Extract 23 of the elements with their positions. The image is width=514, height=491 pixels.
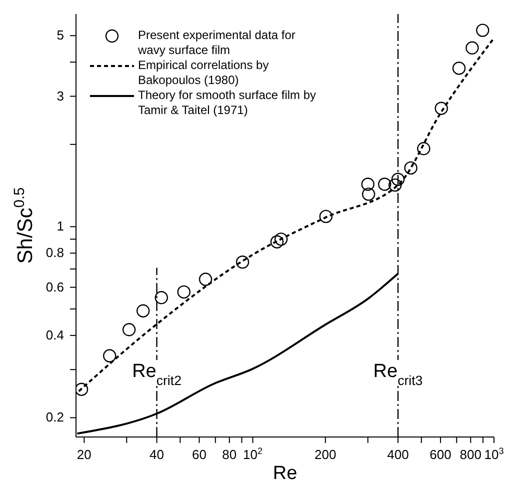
ref-line-label: Re$_{crit2}$ <box>132 361 182 388</box>
y-tick-label: 5 <box>56 28 64 43</box>
y-tick-label: 3 <box>56 88 64 104</box>
x-tick-label: 60 <box>192 447 206 462</box>
x-tick-label: 10$^{2}$ <box>243 446 263 462</box>
x-tick-label: 40 <box>150 447 164 462</box>
x-axis-title: Re <box>272 463 298 484</box>
y-tick-label: 1 <box>56 218 64 234</box>
x-tick-label: 20 <box>76 447 92 462</box>
x-tick-label: 600 <box>430 447 452 462</box>
y-tick-label: 0.8 <box>46 245 64 260</box>
ref-line-label: Re$_{crit3}$ <box>373 361 423 388</box>
x-tick-label: 10$^{3}$ <box>484 446 504 462</box>
x-tick-label: 800 <box>460 447 482 462</box>
legend-label: Empirical correlations by Bakopoulos (1980) <box>138 58 270 88</box>
x-tick-label: 200 <box>314 447 336 462</box>
x-tick-label: 80 <box>222 447 237 462</box>
legend-label: Theory for smooth surface film by Tamir & Taitel (1971) <box>138 88 318 118</box>
x-tick-label: 400 <box>387 447 409 462</box>
y-tick-label: 0.4 <box>46 327 64 342</box>
y-tick-label: 0.6 <box>46 279 64 294</box>
legend-label: Present experimental data for wavy surface film <box>138 28 296 58</box>
y-tick-label: 0.2 <box>46 410 64 425</box>
